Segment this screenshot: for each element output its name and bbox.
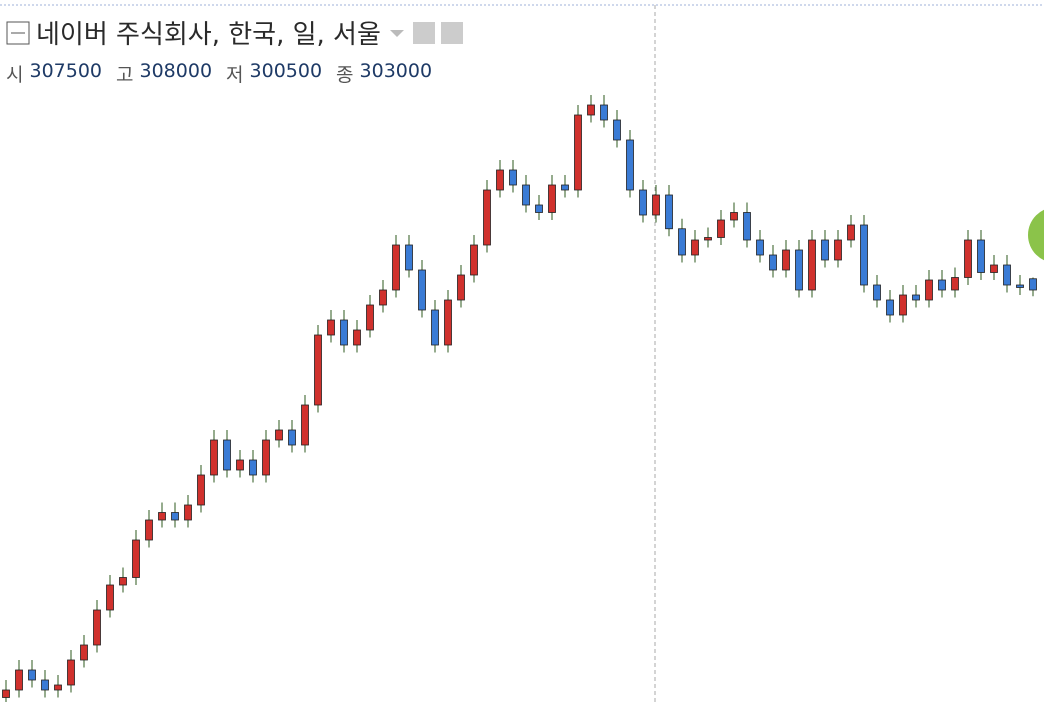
dropdown[interactable]	[387, 23, 407, 43]
candle-body	[262, 439, 270, 476]
candle-body	[327, 319, 335, 336]
candle-body	[119, 577, 127, 586]
candle-body	[665, 194, 673, 230]
candle-body	[522, 184, 530, 206]
candle-body	[990, 264, 998, 273]
candle-body	[1016, 284, 1024, 288]
candle-body	[93, 609, 101, 646]
candle-body	[184, 504, 192, 521]
candle-body	[756, 239, 764, 256]
candle-body	[171, 512, 179, 521]
candle-body	[67, 659, 75, 686]
value: 300500	[249, 60, 323, 82]
candle-body	[860, 224, 868, 286]
candle-body	[639, 189, 647, 216]
candle-body	[600, 104, 608, 121]
candle-body	[314, 334, 322, 406]
candle-body	[145, 519, 153, 541]
candle-body	[847, 224, 855, 241]
candle-body	[574, 114, 582, 191]
candle-body	[899, 294, 907, 316]
candle-body	[132, 539, 140, 578]
candle-body	[431, 309, 439, 346]
value: 303000	[359, 60, 433, 82]
candle-body	[1003, 264, 1011, 286]
candle-body	[340, 319, 348, 346]
candle-body	[2, 689, 10, 698]
candle-body	[587, 104, 595, 116]
candle-body	[743, 212, 751, 241]
collapse-icon[interactable]	[6, 21, 30, 45]
label: 고	[116, 64, 134, 86]
candle-body	[678, 228, 686, 256]
candle-body	[470, 244, 478, 276]
candle-body	[236, 459, 244, 471]
candle-body	[223, 439, 231, 471]
candle-body	[444, 299, 452, 346]
candle-body	[405, 244, 413, 271]
candle-body	[41, 679, 49, 691]
candle-body	[977, 239, 985, 273]
candle-body	[275, 429, 283, 441]
candle-body	[652, 194, 660, 216]
candle-body	[730, 212, 738, 221]
label: 시	[6, 64, 24, 86]
candle-body	[821, 239, 829, 261]
candle-body	[106, 584, 114, 611]
candle-body	[158, 512, 166, 521]
header: 네이버 주식회사, 한국, 일, 서울	[6, 14, 463, 51]
candle-body	[834, 239, 842, 261]
candle-body	[210, 439, 218, 476]
candle-body	[912, 294, 920, 301]
candle-body	[366, 304, 374, 331]
candle-body	[15, 669, 23, 691]
candle-body	[886, 299, 894, 316]
candle-body	[1029, 278, 1037, 291]
label: 종	[336, 64, 354, 86]
eye-icon[interactable]	[412, 21, 435, 44]
ohlc-row: 시 307500 고 308000 저 300500 종 303000	[6, 60, 440, 87]
candle-body	[795, 249, 803, 291]
candle-body	[509, 169, 517, 186]
candle-body	[782, 249, 790, 271]
candle-body	[457, 274, 465, 301]
candle-body	[951, 277, 959, 291]
candle-body	[535, 204, 543, 213]
settings-icon[interactable]	[440, 21, 463, 44]
candle-body	[873, 284, 881, 301]
value: 308000	[139, 60, 213, 82]
candle-body	[769, 254, 777, 271]
candle-body	[561, 184, 569, 191]
candle-body	[418, 269, 426, 311]
candle-body	[80, 644, 88, 661]
label: 저	[226, 64, 244, 86]
candle-body	[249, 459, 257, 476]
candle-body	[379, 289, 387, 306]
candle-body	[613, 119, 621, 141]
candle-body	[392, 244, 400, 291]
candle-body	[717, 219, 725, 238]
candle-body	[691, 239, 699, 256]
candle-body	[54, 684, 62, 691]
candle-body	[964, 239, 972, 278]
candle-body	[288, 429, 296, 446]
candle-body	[548, 184, 556, 213]
candle-body	[483, 189, 491, 246]
candle-body	[197, 474, 205, 506]
candle-body	[704, 237, 712, 241]
candle-body	[301, 404, 309, 446]
chart-title: 네이버 주식회사, 한국, 일, 서울	[36, 20, 381, 50]
value: 307500	[29, 60, 103, 82]
candle-body	[808, 239, 816, 291]
candle-body	[938, 279, 946, 291]
candle-body	[353, 329, 361, 346]
marker	[1028, 209, 1044, 261]
candle-body	[626, 139, 634, 191]
candle-body	[28, 669, 36, 681]
candle-body	[925, 279, 933, 301]
candle-body	[496, 169, 504, 191]
